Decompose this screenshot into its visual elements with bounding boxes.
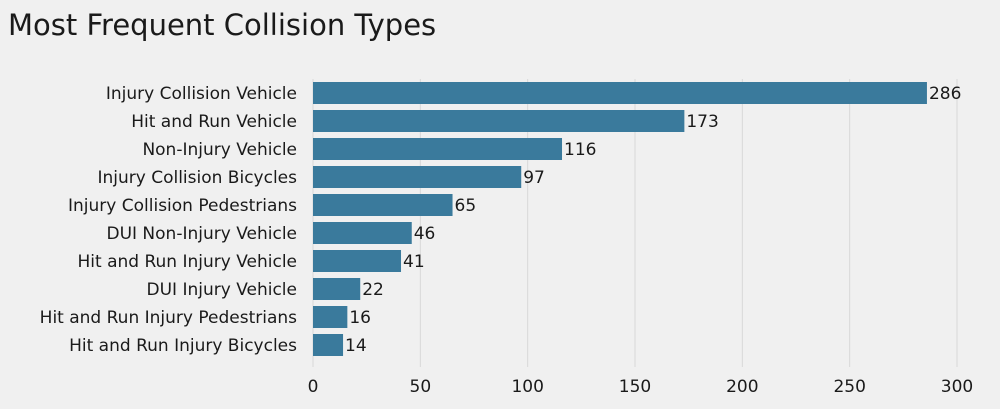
bar bbox=[313, 82, 927, 104]
bar bbox=[313, 278, 361, 300]
chart-title: Most Frequent Collision Types bbox=[8, 8, 437, 42]
category-label: Hit and Run Injury Bicycles bbox=[69, 336, 297, 356]
data-label: 16 bbox=[349, 308, 371, 328]
bar bbox=[313, 306, 348, 328]
bar bbox=[313, 194, 453, 216]
data-label: 46 bbox=[414, 224, 436, 244]
x-tick-label: 300 bbox=[941, 377, 973, 397]
category-label: Hit and Run Injury Pedestrians bbox=[40, 308, 297, 328]
x-tick-label: 200 bbox=[726, 377, 758, 397]
bar bbox=[313, 250, 402, 272]
category-label: Injury Collision Vehicle bbox=[106, 84, 297, 104]
data-label: 97 bbox=[523, 168, 545, 188]
x-tick-label: 50 bbox=[410, 377, 432, 397]
x-axis: 0 50 100 150 200 250 300 bbox=[308, 361, 973, 397]
data-label: 65 bbox=[455, 196, 477, 216]
category-label: Non-Injury Vehicle bbox=[142, 140, 297, 160]
data-label: 14 bbox=[345, 336, 367, 356]
data-label: 116 bbox=[564, 140, 596, 160]
bars bbox=[313, 82, 927, 356]
category-label: Injury Collision Bicycles bbox=[97, 168, 297, 188]
category-labels: Injury Collision Vehicle Hit and Run Vehi… bbox=[40, 84, 297, 356]
bar bbox=[313, 334, 344, 356]
data-label: 286 bbox=[929, 84, 961, 104]
data-label: 41 bbox=[403, 252, 425, 272]
category-label: Hit and Run Vehicle bbox=[131, 112, 297, 132]
data-labels: 286 173 116 97 65 46 41 22 16 14 bbox=[345, 84, 961, 356]
bar bbox=[313, 166, 522, 188]
x-tick-label: 0 bbox=[308, 377, 319, 397]
bar bbox=[313, 110, 685, 132]
data-label: 173 bbox=[686, 112, 718, 132]
data-label: 22 bbox=[362, 280, 384, 300]
category-label: DUI Injury Vehicle bbox=[147, 280, 298, 300]
bar bbox=[313, 222, 412, 244]
category-label: DUI Non-Injury Vehicle bbox=[106, 224, 297, 244]
x-tick-label: 100 bbox=[511, 377, 543, 397]
x-tick-label: 150 bbox=[619, 377, 651, 397]
category-label: Injury Collision Pedestrians bbox=[68, 196, 297, 216]
x-tick-label: 250 bbox=[833, 377, 865, 397]
category-label: Hit and Run Injury Vehicle bbox=[78, 252, 298, 272]
bar bbox=[313, 138, 563, 160]
